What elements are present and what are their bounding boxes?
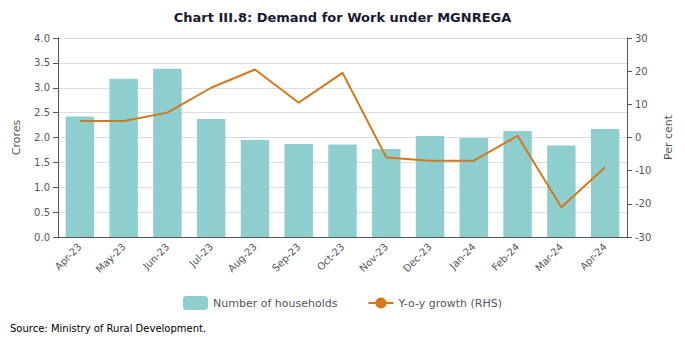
svg-text:Mar-24: Mar-24	[533, 241, 565, 273]
svg-text:Aug-23: Aug-23	[226, 241, 259, 274]
svg-text:30: 30	[635, 33, 648, 44]
svg-text:2.5: 2.5	[34, 107, 50, 118]
svg-text:Number of households: Number of households	[213, 297, 338, 310]
svg-text:Sep-23: Sep-23	[270, 241, 303, 274]
svg-text:20: 20	[635, 66, 648, 77]
svg-text:Y-o-y growth (RHS): Y-o-y growth (RHS)	[397, 297, 502, 310]
svg-text:Dec-23: Dec-23	[401, 241, 434, 274]
svg-text:-20: -20	[635, 198, 651, 209]
svg-text:Apr-23: Apr-23	[53, 241, 84, 272]
svg-text:3.0: 3.0	[34, 82, 50, 93]
svg-text:-10: -10	[635, 165, 651, 176]
svg-text:0: 0	[635, 132, 641, 143]
svg-text:1.5: 1.5	[34, 157, 50, 168]
svg-text:4.0: 4.0	[34, 33, 50, 44]
svg-text:Crores: Crores	[10, 120, 23, 156]
svg-text:Chart III.8: Demand for Work u: Chart III.8: Demand for Work under MGNRE…	[174, 10, 512, 25]
svg-text:2.0: 2.0	[34, 132, 50, 143]
svg-text:3.5: 3.5	[34, 57, 50, 68]
svg-text:Source: Ministry of Rural Deve: Source: Ministry of Rural Development.	[10, 323, 206, 334]
svg-text:Feb-24: Feb-24	[490, 241, 522, 273]
svg-text:Jan-24: Jan-24	[447, 241, 478, 272]
svg-text:Jun-23: Jun-23	[140, 241, 171, 272]
svg-text:1.0: 1.0	[34, 182, 50, 193]
svg-text:Oct-23: Oct-23	[315, 241, 347, 273]
svg-text:May-23: May-23	[94, 241, 128, 275]
svg-text:Jul-23: Jul-23	[187, 241, 216, 270]
svg-text:Apr-24: Apr-24	[578, 241, 609, 272]
svg-text:Per cent: Per cent	[662, 114, 675, 160]
svg-text:0.5: 0.5	[34, 207, 50, 218]
svg-text:Nov-23: Nov-23	[357, 241, 390, 274]
svg-text:0.0: 0.0	[34, 232, 50, 243]
svg-text:-30: -30	[635, 232, 651, 243]
svg-text:10: 10	[635, 99, 648, 110]
